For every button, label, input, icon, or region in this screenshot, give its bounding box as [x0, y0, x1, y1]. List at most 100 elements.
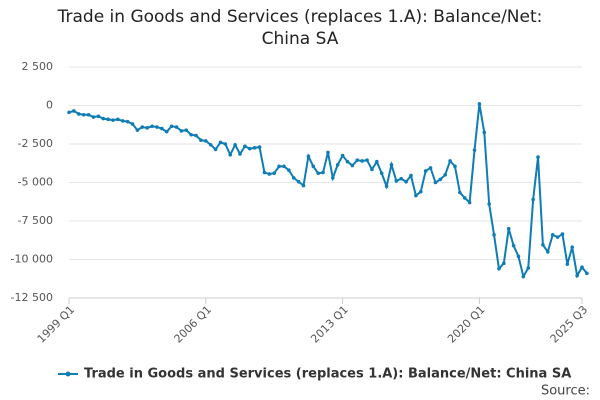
point: [418, 189, 423, 194]
point: [247, 146, 252, 151]
y-tick-label: -5 000: [18, 176, 53, 189]
point: [331, 176, 335, 180]
point: [184, 128, 189, 132]
point: [257, 145, 262, 149]
y-tick-label: -12 500: [11, 291, 53, 304]
point: [111, 118, 115, 122]
point: [502, 261, 506, 266]
point: [238, 152, 242, 156]
chart-title: Trade in Goods and Services (replaces 1.…: [57, 7, 543, 49]
point: [399, 176, 404, 181]
source: Source:: [541, 384, 590, 399]
point: [448, 159, 452, 163]
point: [135, 128, 140, 132]
point: [204, 139, 208, 143]
y-tick-label: -2 500: [18, 137, 53, 150]
point: [311, 164, 316, 169]
point: [306, 154, 311, 159]
point: [541, 243, 545, 247]
point: [477, 102, 482, 106]
point: [223, 142, 228, 146]
x-tick-label: 2013 Q1: [308, 303, 351, 346]
point: [335, 162, 340, 167]
legend-marker: [65, 371, 71, 377]
series-line: [68, 103, 588, 280]
point: [487, 202, 491, 206]
point: [86, 112, 91, 117]
point: [140, 125, 145, 129]
point: [164, 129, 169, 134]
point: [404, 179, 408, 184]
point: [169, 124, 174, 129]
point: [199, 138, 203, 142]
point: [350, 163, 355, 168]
point: [125, 119, 130, 124]
x-tick-label: 2025 Q3: [548, 303, 591, 346]
point: [394, 179, 399, 183]
point: [384, 184, 389, 189]
point: [189, 132, 193, 137]
point: [116, 117, 120, 122]
point: [120, 119, 125, 123]
point: [267, 172, 272, 176]
point: [467, 200, 472, 205]
x-tick-label: 2006 Q1: [172, 303, 215, 346]
point: [272, 171, 277, 176]
point: [243, 144, 247, 149]
point: [360, 159, 364, 163]
point: [516, 254, 521, 259]
point: [565, 262, 570, 266]
point: [453, 164, 457, 169]
point: [233, 142, 237, 147]
point: [428, 166, 433, 170]
x-tick-label: 1999 Q1: [35, 303, 78, 346]
point: [423, 169, 428, 173]
point: [213, 147, 218, 152]
point: [194, 133, 198, 138]
point: [76, 112, 81, 116]
point: [555, 235, 560, 239]
point: [409, 173, 413, 178]
point: [365, 158, 369, 162]
point: [570, 245, 575, 249]
point: [208, 142, 213, 147]
point: [526, 266, 531, 270]
point: [580, 265, 584, 270]
point: [345, 159, 350, 164]
point: [228, 152, 233, 157]
point: [511, 243, 516, 248]
point: [291, 176, 296, 180]
point: [277, 164, 281, 169]
x-tick-label: 2020 Q1: [445, 303, 488, 346]
point: [536, 155, 540, 159]
point: [389, 162, 394, 167]
point: [252, 146, 257, 150]
point: [160, 126, 164, 131]
y-tick-label: 0: [46, 99, 53, 112]
point: [106, 117, 110, 122]
point: [492, 233, 496, 237]
point: [585, 271, 589, 276]
point: [506, 226, 511, 231]
point: [546, 250, 550, 254]
point: [150, 124, 154, 129]
point: [414, 193, 418, 198]
point: [433, 180, 438, 185]
point: [550, 233, 555, 237]
point: [296, 179, 301, 184]
point: [155, 125, 159, 129]
point: [174, 125, 179, 129]
point: [282, 164, 286, 169]
point: [287, 168, 291, 172]
point: [101, 116, 105, 121]
point: [497, 266, 501, 271]
point: [462, 196, 467, 200]
point: [326, 150, 330, 155]
point: [96, 114, 101, 119]
point: [81, 112, 86, 117]
point: [301, 183, 306, 188]
point: [321, 170, 325, 175]
legend-label: Trade in Goods and Services (replaces 1.…: [84, 367, 571, 382]
